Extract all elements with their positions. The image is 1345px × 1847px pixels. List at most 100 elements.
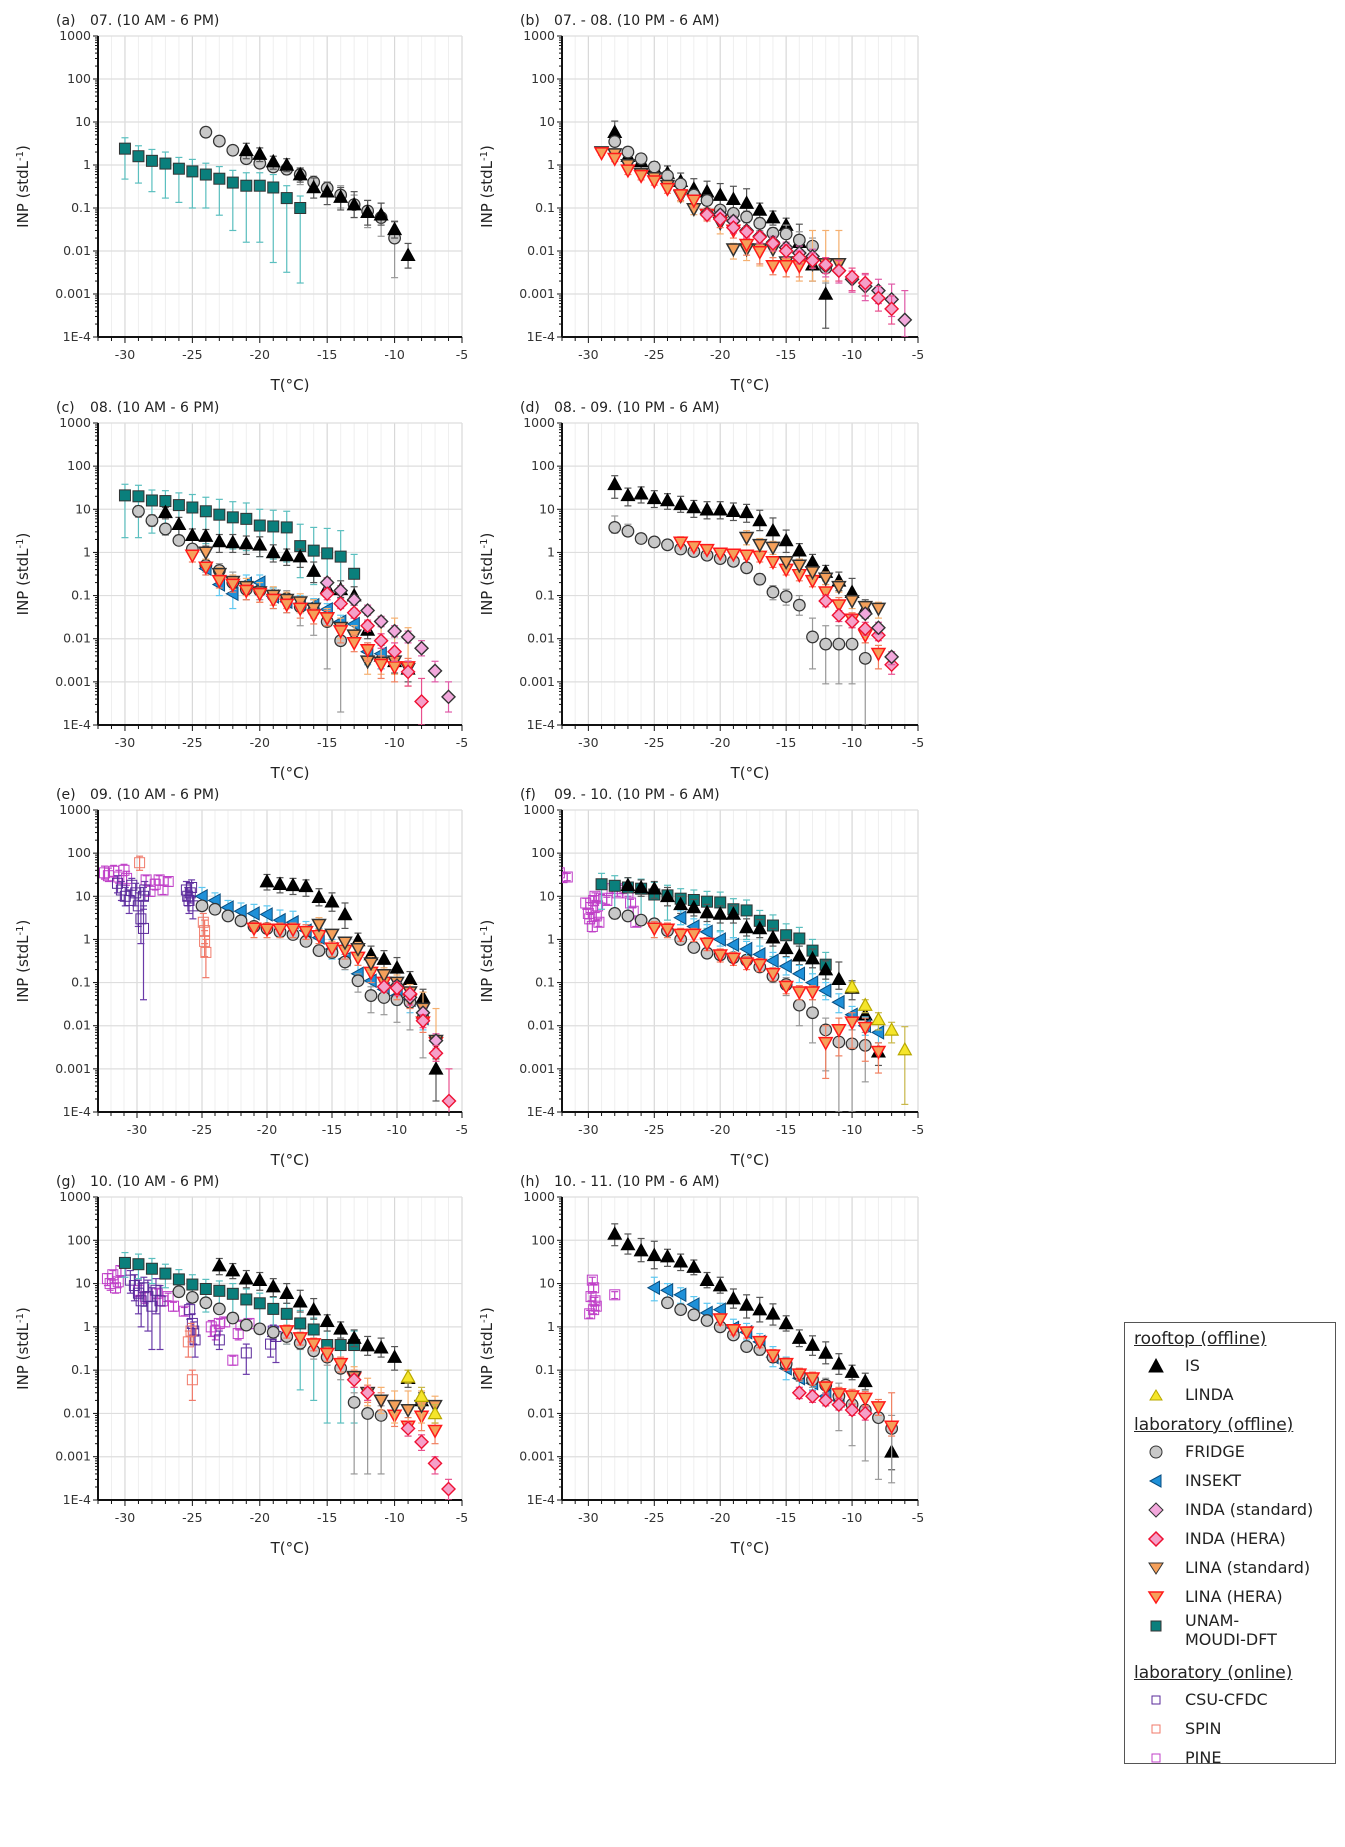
series-fridge (608, 907, 872, 1112)
data-point (118, 142, 131, 155)
x-tick-label: -30 (115, 347, 135, 362)
y-tick-label: 100 (531, 845, 555, 860)
panel-title: 09. (10 AM - 6 PM) (90, 787, 219, 803)
data-point (687, 1308, 701, 1322)
data-point (752, 947, 766, 962)
data-point (712, 211, 728, 227)
x-tick-label: -25 (644, 347, 664, 362)
data-point (674, 177, 688, 191)
data-point (360, 603, 376, 619)
data-point (205, 1321, 217, 1333)
data-point (738, 531, 755, 546)
y-axis-label: INP (stdL-1) (478, 920, 496, 1003)
data-point (157, 504, 173, 519)
x-tick-label: -20 (250, 1510, 270, 1525)
open-square-icon (1151, 1724, 1161, 1733)
data-point (292, 602, 308, 617)
data-point (739, 195, 755, 209)
data-point (661, 1296, 674, 1310)
data-point (373, 658, 389, 673)
data-point (633, 169, 649, 184)
data-point (226, 511, 239, 524)
data-point (128, 1280, 140, 1292)
series-spin (182, 1322, 198, 1401)
open-square-icon (1151, 1695, 1161, 1704)
data-point (292, 166, 308, 181)
data-point (332, 1357, 349, 1372)
y-tick-label: 0.01 (527, 243, 555, 258)
data-point (400, 247, 416, 261)
data-point (831, 580, 847, 595)
data-point (225, 534, 241, 549)
y-axis-label: INP (stdL-1) (14, 1307, 32, 1390)
data-point (593, 147, 610, 162)
data-point (400, 1420, 416, 1436)
data-point (858, 651, 872, 665)
y-tick-label: 0.01 (63, 243, 91, 258)
data-point (267, 520, 280, 533)
data-point (348, 567, 361, 580)
x-tick-label: -5 (912, 347, 924, 362)
y-tick-label: 0.001 (519, 286, 555, 301)
x-tick-label: -30 (578, 347, 598, 362)
data-point (138, 890, 149, 902)
legend-item-inda-hera: INDA (HERA) (1145, 1524, 1335, 1553)
legend-group-title: laboratory (offline) (1134, 1415, 1294, 1435)
data-point (265, 593, 282, 608)
data-point (135, 1295, 147, 1307)
data-point (311, 889, 327, 904)
data-point (265, 153, 281, 168)
x-axis-label: T(°C) (730, 764, 770, 782)
data-point (633, 1242, 649, 1257)
data-point (792, 598, 806, 612)
data-point (686, 1297, 700, 1312)
panel-label: (d) (520, 400, 540, 416)
y-tick-label: 0.001 (55, 1061, 91, 1076)
x-tick-label: -15 (322, 1122, 342, 1137)
data-point (134, 857, 146, 869)
data-point (184, 1304, 196, 1316)
data-point (198, 546, 214, 561)
data-point (606, 152, 623, 167)
x-tick-label: -10 (842, 1122, 862, 1137)
data-point (387, 1349, 403, 1363)
data-point (778, 259, 794, 274)
data-point (804, 986, 821, 1001)
x-tick-label: -5 (912, 1122, 924, 1137)
data-point (844, 979, 860, 993)
data-point (562, 871, 573, 883)
series-inda-hera- (699, 207, 900, 325)
data-point (621, 524, 635, 538)
series-fridge (608, 515, 872, 725)
x-tick-label: -15 (317, 1510, 337, 1525)
data-point (118, 864, 130, 876)
data-point (870, 1011, 886, 1026)
data-point (608, 879, 621, 892)
data-point (659, 492, 676, 507)
data-point (211, 1257, 227, 1272)
data-point (285, 923, 301, 938)
data-point (360, 1337, 376, 1352)
data-point (213, 172, 226, 185)
data-point (870, 647, 887, 662)
series-inda-standard- (857, 606, 900, 666)
series-inda-hera- (791, 1385, 873, 1421)
data-point (765, 541, 781, 556)
data-point (791, 542, 807, 557)
data-point (738, 549, 755, 564)
y-tick-label: 1000 (523, 802, 555, 817)
data-layer (101, 1251, 457, 1500)
data-point (292, 1294, 308, 1308)
data-point (376, 969, 392, 984)
data-point (725, 220, 741, 236)
data-point (334, 1339, 347, 1352)
series-unam-moudi-dft (118, 483, 361, 627)
data-point (725, 1290, 741, 1305)
legend-item-fridge: FRIDGE (1145, 1437, 1335, 1466)
data-point (213, 1284, 226, 1297)
data-point (211, 574, 228, 589)
data-point (305, 609, 322, 624)
y-tick-label: 10 (75, 501, 91, 516)
panel-a: 1E-4 0.001 0.01 0.1 1 10 100 1000 -30 -25 -20 -15 -1… (14, 13, 468, 394)
